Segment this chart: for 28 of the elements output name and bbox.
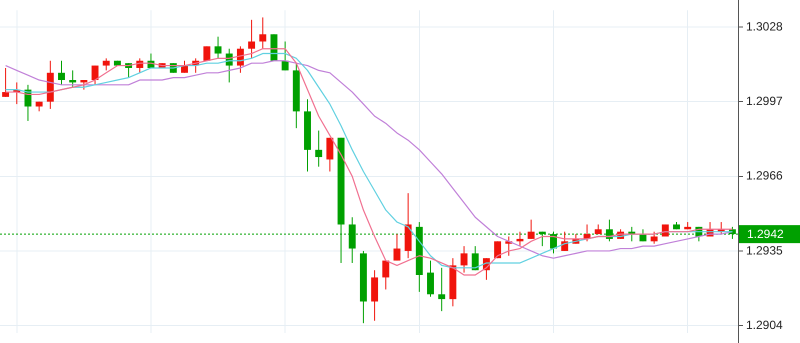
candlestick — [650, 231, 658, 244]
candlestick — [36, 101, 43, 112]
y-tick-label: 1.2904 — [746, 318, 784, 332]
candlestick — [282, 40, 289, 71]
candlestick — [326, 137, 334, 172]
candlestick — [382, 260, 390, 290]
ref-line-label: 1.2942 — [747, 226, 784, 241]
y-tick-label: 1.2997 — [746, 94, 784, 108]
candlestick — [259, 16, 266, 50]
candlestick — [315, 130, 322, 168]
candlestick — [438, 267, 446, 312]
candlestick — [80, 80, 88, 90]
y-tick-label: 1.2935 — [746, 243, 784, 258]
candlestick — [528, 219, 535, 240]
candlestick — [460, 246, 468, 274]
candlestick — [516, 231, 524, 247]
candlestick — [427, 260, 434, 298]
y-tick-label: 1.2966 — [746, 168, 784, 183]
candlestick — [58, 60, 65, 86]
candlestick — [2, 67, 10, 98]
y-tick-label: 1.3028 — [746, 19, 784, 34]
candlestick — [393, 234, 400, 262]
candlestick — [639, 228, 646, 242]
candlestick — [92, 65, 99, 86]
candlestick — [181, 60, 188, 74]
candlestick — [214, 36, 222, 59]
candlestick — [69, 70, 76, 88]
candlestick — [248, 19, 256, 59]
